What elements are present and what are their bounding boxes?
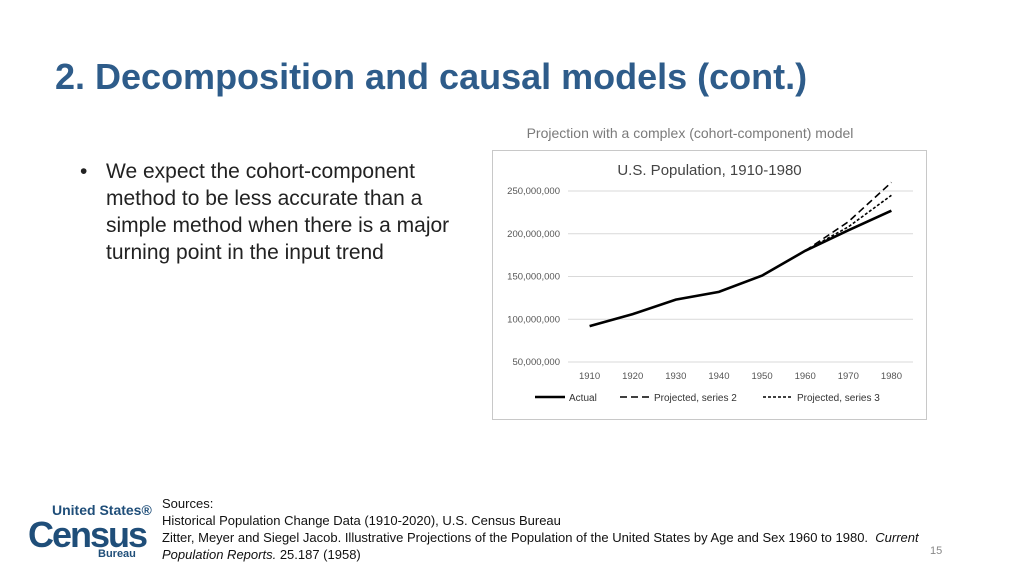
y-tick-label: 150,000,000 — [507, 272, 560, 283]
population-chart: U.S. Population, 1910-1980 50,000,000 100,… — [507, 162, 913, 404]
source-line-1: Historical Population Change Data (1910-… — [162, 513, 561, 528]
x-tick-label: 1910 — [579, 371, 600, 382]
x-tick-label: 1950 — [751, 371, 772, 382]
series-line-2 — [804, 194, 892, 252]
sources-heading: Sources: — [162, 496, 214, 511]
x-tick-label: 1920 — [622, 371, 643, 382]
x-tick-label: 1970 — [838, 371, 859, 382]
source-2-italic: Current — [875, 530, 919, 545]
sources-block: Sources: Historical Population Change Da… — [162, 495, 962, 563]
y-tick-label: 200,000,000 — [507, 229, 560, 240]
bullet-list: We expect the cohort-component method to… — [80, 158, 460, 266]
logo-line-3: Bureau — [98, 548, 136, 560]
slide-title: 2. Decomposition and causal models (cont… — [55, 56, 808, 97]
chart-frame: U.S. Population, 1910-1980 50,000,000 100,… — [492, 150, 927, 420]
source-3-italic: Population Reports. — [162, 547, 277, 562]
legend-label-0: Actual — [569, 393, 597, 404]
bullet-item: We expect the cohort-component method to… — [80, 158, 460, 266]
chart-caption: Projection with a complex (cohort-compon… — [526, 125, 854, 141]
source-line-3: Population Reports. 25.187 (1958) — [162, 546, 962, 563]
source-2-text: Zitter, Meyer and Siegel Jacob. Illustra… — [162, 530, 869, 545]
x-tick-label: 1980 — [881, 371, 902, 382]
y-tick-label: 250,000,000 — [507, 186, 560, 197]
y-tick-label: 100,000,000 — [507, 314, 560, 325]
x-tick-label: 1940 — [708, 371, 729, 382]
chart-title: U.S. Population, 1910-1980 — [617, 162, 801, 179]
logo-line-2: Census — [28, 514, 148, 555]
source-3-text: 25.187 (1958) — [279, 547, 361, 562]
y-tick-label: 50,000,000 — [512, 357, 560, 368]
page-number: 15 — [930, 545, 943, 557]
source-line-2: Zitter, Meyer and Siegel Jacob. Illustra… — [162, 529, 962, 546]
x-tick-label: 1960 — [795, 371, 816, 382]
census-logo: United States® Census Bureau — [26, 502, 152, 560]
legend-label-2: Projected, series 3 — [797, 393, 880, 404]
x-tick-label: 1930 — [665, 371, 686, 382]
legend-label-1: Projected, series 2 — [654, 393, 737, 404]
series-line-0 — [589, 209, 892, 328]
logo-line-1: United States® — [52, 502, 152, 518]
series-line-1 — [804, 181, 892, 252]
